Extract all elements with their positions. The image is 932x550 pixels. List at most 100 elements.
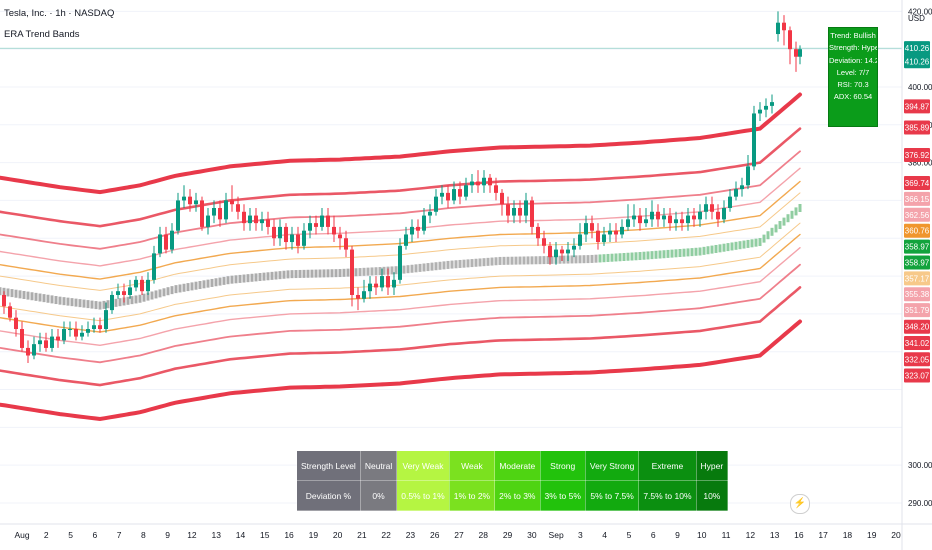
candle-body (650, 211, 654, 220)
candle-body (386, 276, 390, 288)
candle-body (314, 223, 318, 227)
basis-segment (54, 296, 58, 305)
candle-body (440, 192, 444, 197)
candle-body (248, 215, 252, 224)
basis-segment (382, 266, 386, 275)
basis-segment (282, 270, 286, 279)
deviation-cell: 7.5% to 10% (638, 480, 697, 511)
upper-band (0, 127, 802, 228)
x-tick-label: 9 (675, 530, 680, 540)
basis-segment (66, 297, 70, 306)
candle-body (254, 215, 258, 224)
basis-segment (42, 294, 46, 303)
basis-segment (474, 258, 478, 267)
candle-body (476, 181, 480, 186)
basis-segment (638, 252, 642, 261)
basis-segment (430, 262, 434, 271)
candle-body (374, 283, 378, 288)
tradingview-icon[interactable]: ⚡ (790, 494, 810, 514)
strength-level-cell: Weak (448, 450, 496, 481)
basis-segment (690, 248, 694, 257)
basis-segment (710, 245, 714, 254)
basis-segment (206, 279, 210, 288)
basis-segment (82, 299, 86, 308)
candle-body (704, 204, 708, 212)
basis-segment (134, 295, 138, 304)
candle-body (554, 249, 558, 258)
x-tick-label: 9 (165, 530, 170, 540)
basis-segment (0, 287, 2, 296)
basis-segment (498, 256, 502, 265)
basis-segment (126, 296, 130, 305)
basis-segment (650, 251, 654, 260)
basis-segment (466, 259, 470, 268)
candle-body (242, 211, 246, 224)
price-badge-label: 360.76 (905, 227, 930, 236)
price-badge (904, 255, 930, 270)
basis-segment (102, 300, 106, 309)
basis-segment (786, 214, 790, 223)
basis-segment (242, 274, 246, 283)
candle-body (602, 234, 606, 243)
price-badge-label: 362.56 (905, 211, 930, 220)
basis-segment (346, 268, 350, 277)
candle-body (344, 238, 348, 250)
x-tick-label: 19 (867, 530, 877, 540)
basis-segment (14, 289, 18, 298)
candle-body (584, 223, 588, 235)
basis-segment (586, 255, 590, 264)
x-tick-label: 22 (381, 530, 391, 540)
candle-body (434, 196, 438, 212)
price-badge (904, 41, 930, 56)
candle-body (590, 223, 594, 231)
x-tick-label: 12 (187, 530, 197, 540)
candle-body (698, 211, 702, 220)
x-tick-label: 23 (406, 530, 416, 540)
lower-band (0, 233, 801, 333)
basis-segment (22, 290, 26, 299)
basis-segment (246, 274, 250, 283)
price-badge (904, 336, 930, 351)
candle-body (272, 226, 276, 239)
basis-segment (162, 288, 166, 297)
deviation-cell: 1% to 2% (448, 480, 496, 511)
deviation-cell: 5% to 7.5% (584, 480, 640, 511)
basis-segment (166, 287, 170, 296)
basis-segment (414, 264, 418, 273)
price-badge (904, 120, 930, 135)
price-badge (904, 303, 930, 318)
x-tick-label: 13 (770, 530, 780, 540)
basis-segment (186, 283, 190, 292)
y-tick-label: 420.00 (908, 7, 932, 16)
basis-segment (734, 241, 738, 250)
price-badge (904, 191, 930, 206)
candle-body (482, 177, 486, 186)
x-tick-label: 17 (818, 530, 828, 540)
basis-segment (26, 291, 30, 300)
candle-body (500, 192, 504, 205)
basis-segment (274, 271, 278, 280)
strength-level-cell: Neutral (359, 450, 398, 481)
basis-segment (198, 281, 202, 290)
candle-body (92, 325, 96, 330)
price-badge-label: 366.15 (905, 195, 930, 204)
candle-body (62, 329, 66, 341)
price-badge (904, 239, 930, 254)
candle-body (224, 200, 228, 220)
basis-segment (598, 254, 602, 263)
basis-segment (94, 301, 98, 310)
basis-segment (726, 243, 730, 252)
basis-segment (658, 250, 662, 259)
basis-segment (590, 254, 594, 263)
candle-body (458, 189, 462, 197)
basis-segment (730, 242, 734, 251)
price-badge (904, 223, 930, 238)
candle-body (128, 287, 132, 295)
candle-body (548, 245, 552, 258)
basis-segment (526, 256, 530, 265)
lower-band (0, 247, 801, 347)
price-badge-label: 332.05 (905, 355, 930, 364)
price-badge-label: 358.97 (905, 258, 930, 267)
strength-level-row: Strength Level Neutral Very Weak Weak Moder… (296, 450, 729, 481)
